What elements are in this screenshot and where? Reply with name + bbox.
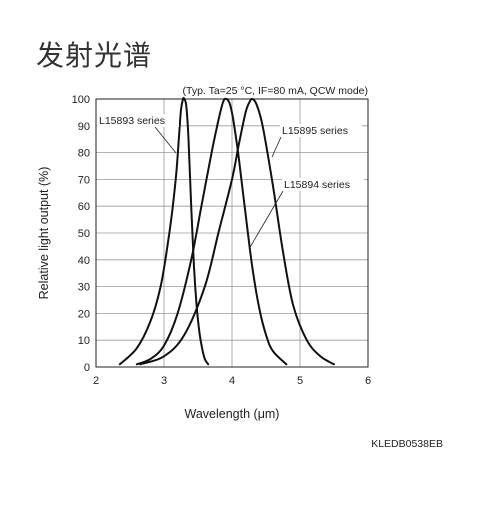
page-title: 发射光谱 [36, 39, 153, 72]
x-axis-label: Wavelength (μm) [185, 407, 280, 421]
y-tick-label: 80 [78, 148, 90, 160]
series-label-l15894-series: L15894 series [284, 179, 350, 191]
x-tick-label: 4 [229, 375, 235, 387]
y-tick-label: 30 [78, 282, 90, 294]
figure-code: KLEDB0538EB [371, 438, 443, 450]
y-tick-label: 50 [78, 228, 90, 240]
series-line-l15894-series [135, 97, 288, 366]
plot-frame [95, 98, 369, 368]
label-background [282, 178, 364, 191]
conditions-note: (Typ. Ta=25 °C, IF=80 mA, QCW mode) [183, 85, 368, 97]
y-tick-label: 0 [84, 362, 90, 374]
gridlines [95, 98, 369, 368]
x-tick-label: 5 [297, 375, 303, 387]
x-tick-label: 6 [365, 375, 371, 387]
series-lines [118, 96, 335, 366]
y-tick-label: 90 [78, 121, 90, 133]
y-tick-label: 70 [78, 174, 90, 186]
y-axis-label: Relative light output (%) [37, 167, 51, 300]
series-label-l15893-series: L15893 series [99, 115, 165, 127]
label-leader-line [271, 136, 282, 158]
label-leader-line [248, 190, 284, 250]
series-line-l15895-series [139, 97, 335, 366]
label-background [280, 124, 362, 137]
series-labels: L15893 series L15895 series L15894 series [97, 114, 364, 250]
y-tick-label: 10 [78, 335, 90, 347]
x-tick-label: 2 [93, 375, 99, 387]
series-label-l15895-series: L15895 series [282, 125, 348, 137]
series-line-l15893-series [118, 96, 210, 366]
label-leader-line [154, 126, 177, 154]
y-tick-label: 20 [78, 308, 90, 320]
y-tick-label: 40 [78, 255, 90, 267]
y-tick-label: 100 [72, 94, 90, 106]
axis-ticks: 0 10 20 30 40 50 60 70 80 90 100 2 3 4 5 6 [72, 94, 371, 387]
x-tick-label: 3 [161, 375, 167, 387]
label-background [97, 114, 179, 127]
y-tick-label: 60 [78, 201, 90, 213]
